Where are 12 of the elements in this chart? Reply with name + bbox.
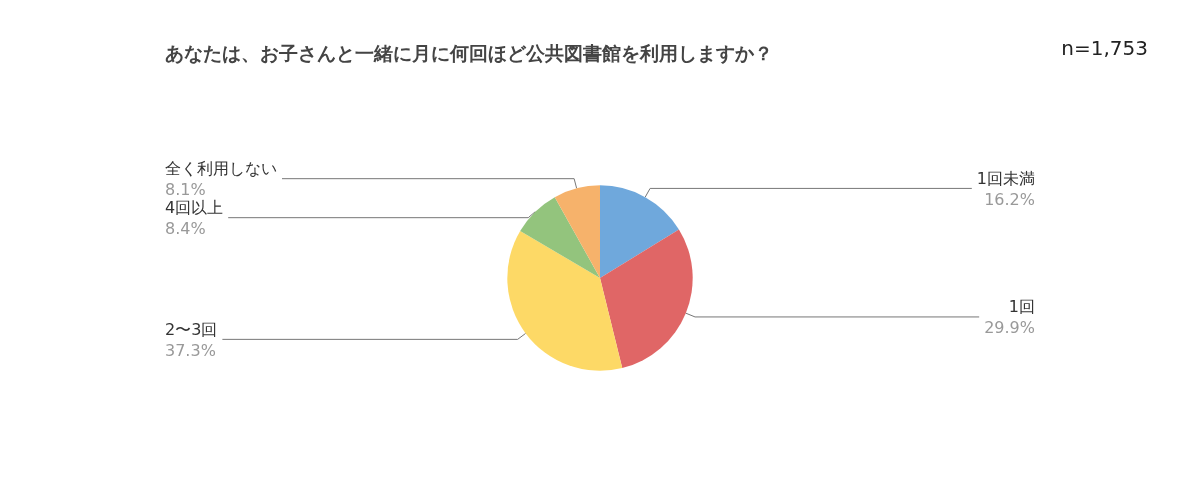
data-label: 8.4% xyxy=(165,219,206,239)
slice-label: 1回未満 xyxy=(976,168,1035,188)
data-label: 8.1% xyxy=(165,180,206,200)
slice-label: 全く利用しない xyxy=(165,159,277,179)
slice-label: 2〜3回 xyxy=(165,319,218,339)
text: n=1,753 xyxy=(1061,36,1149,60)
slice-label: 1回 xyxy=(1008,297,1035,317)
data-label: 29.9% xyxy=(984,318,1035,338)
data-label: 37.3% xyxy=(165,340,216,360)
chart-title: あなたは、お子さんと一緒に月に何回ほど公共図書館を利用しますか？ xyxy=(165,41,773,64)
data-label: 16.2% xyxy=(984,189,1035,209)
slice-label: 4回以上 xyxy=(165,198,224,218)
